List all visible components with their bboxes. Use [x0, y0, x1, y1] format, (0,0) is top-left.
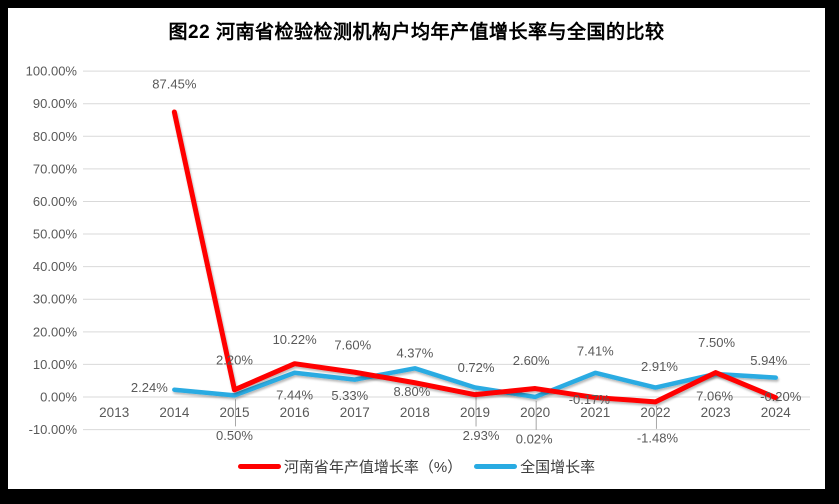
data-label-national-2021: 7.41% — [577, 343, 614, 358]
y-tick-label: 20.00% — [33, 324, 78, 339]
series-lines — [171, 109, 779, 405]
data-label-national-2019: 2.93% — [463, 428, 500, 443]
x-axis-label: 2015 — [219, 405, 249, 420]
data-label-national-2015: 0.50% — [216, 428, 253, 443]
data-label-national-2020: 0.02% — [516, 431, 553, 446]
chart-canvas — [8, 8, 825, 489]
x-axis-label: 2020 — [520, 405, 550, 420]
x-axis-label: 2024 — [761, 405, 792, 420]
y-tick-label: 90.00% — [33, 96, 78, 111]
legend-swatch-national-line — [474, 464, 518, 469]
label-leader-lines — [234, 391, 657, 430]
legend-swatch-henan-line — [237, 464, 281, 469]
y-tick-label: 60.00% — [33, 194, 78, 209]
data-label-henan-2024: -0.20% — [760, 389, 802, 404]
y-axis-tick-labels: 100.00% 90.00% 80.00% 70.00% 60.00% 50.00% 40.… — [26, 64, 78, 438]
data-label-national-2024: 5.94% — [750, 353, 787, 368]
data-label-henan-2019: 0.72% — [458, 360, 495, 375]
data-label-henan-2017: 7.60% — [334, 338, 371, 353]
legend-label-national: 全国增长率 — [520, 459, 596, 476]
data-label-henan-2020: 2.60% — [513, 353, 550, 368]
y-tick-label: 0.00% — [40, 390, 77, 405]
legend-item-national: 全国增长率 — [474, 456, 595, 477]
y-tick-label: -10.00% — [29, 422, 78, 437]
chart-title: 图22 河南省检验检测机构户均年产值增长率与全国的比较 — [168, 22, 665, 43]
y-tick-label: 40.00% — [33, 259, 78, 274]
data-label-henan-2022: -1.48% — [637, 430, 679, 445]
data-label-henan-2014: 87.45% — [152, 77, 197, 92]
y-tick-label: 50.00% — [33, 227, 78, 242]
y-tick-label: 10.00% — [33, 357, 78, 372]
data-label-national-2014: 2.24% — [131, 380, 168, 395]
legend: 河南省年产值增长率（%） 全国增长率 — [8, 456, 825, 477]
data-label-henan-2016: 10.22% — [273, 332, 318, 347]
data-label-national-2016: 7.44% — [276, 387, 313, 402]
x-axis-year-labels: 2013 2014 2015 2016 2017 2018 2019 2020 2021 2022… — [99, 405, 791, 420]
x-axis-label: 2019 — [460, 405, 490, 420]
x-axis-label: 2023 — [701, 405, 731, 420]
data-label-henan-2023: 7.50% — [698, 335, 735, 350]
y-tick-label: 30.00% — [33, 292, 78, 307]
x-axis-label: 2016 — [280, 405, 310, 420]
data-label-national-2017: 5.33% — [331, 388, 368, 403]
data-label-henan-2015: 2.20% — [216, 352, 253, 367]
gridlines — [83, 70, 810, 431]
data-label-national-2018: 8.80% — [393, 384, 430, 399]
data-labels: 87.45% 2.20% 10.22% 7.60% 4.37% 0.72% 2.60% -0.… — [131, 77, 802, 447]
x-axis-label: 2018 — [400, 405, 430, 420]
legend-label-henan: 河南省年产值增长率（%） — [283, 459, 463, 476]
data-label-henan-2018: 4.37% — [396, 345, 433, 360]
data-label-henan-2021: -0.17% — [569, 392, 611, 407]
x-axis-label: 2021 — [580, 405, 610, 420]
data-label-national-2023: 7.06% — [696, 388, 733, 403]
data-label-national-2022: 2.91% — [641, 359, 678, 374]
series-line-national — [172, 366, 778, 400]
legend-item-henan: 河南省年产值增长率（%） — [237, 456, 463, 477]
y-tick-label: 70.00% — [33, 161, 78, 176]
series-line-henan — [171, 109, 779, 405]
x-axis-label: 2022 — [640, 405, 670, 420]
x-axis-label: 2014 — [159, 405, 190, 420]
y-tick-label: 80.00% — [33, 129, 78, 144]
y-tick-label: 100.00% — [26, 64, 78, 79]
x-axis-label: 2013 — [99, 405, 129, 420]
x-axis-label: 2017 — [340, 405, 370, 420]
